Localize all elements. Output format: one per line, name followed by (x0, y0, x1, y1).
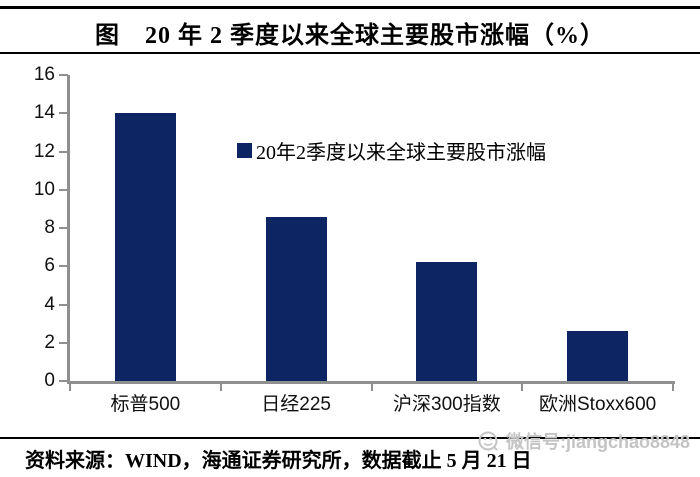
bar-3 (416, 262, 478, 381)
y-tick-label: 6 (44, 255, 55, 277)
legend-label: 20年2季度以来全球主要股市涨幅 (256, 142, 546, 164)
y-tick-mark (59, 265, 68, 268)
y-tick-label: 12 (33, 140, 55, 162)
x-tick-mark (672, 384, 674, 391)
legend-marker (237, 143, 252, 158)
y-tick-mark (59, 112, 68, 115)
y-tick-mark (59, 380, 68, 382)
x-axis (67, 381, 675, 384)
x-tick-label: 欧洲Stoxx600 (539, 394, 657, 415)
y-tick-mark (59, 341, 68, 344)
y-tick-mark (59, 227, 68, 229)
x-tick-mark (219, 384, 222, 391)
watermark: 微信号:jiangchao8848 (477, 428, 690, 454)
watermark-text: 微信号:jiangchao8848 (506, 432, 691, 452)
y-tick-label: 10 (33, 178, 55, 200)
footer-divider (0, 437, 700, 439)
x-tick-label: 沪深300指数 (393, 394, 501, 415)
bar-1 (114, 113, 176, 381)
y-tick-label: 4 (44, 293, 55, 315)
y-tick-label: 14 (33, 102, 55, 124)
top-rule (0, 6, 700, 9)
x-tick-label: 日经225 (261, 394, 331, 415)
y-tick-label: 0 (44, 370, 55, 391)
y-tick-mark (59, 74, 68, 76)
x-tick-label: 标普500 (110, 394, 181, 415)
y-tick-label: 2 (44, 331, 55, 353)
x-tick-mark (370, 384, 373, 391)
chart-title: 图 20 年 2 季度以来全球主要股市涨幅（%） (95, 23, 605, 49)
x-tick-mark (69, 384, 71, 391)
y-tick-label: 8 (44, 217, 55, 238)
y-tick-mark (59, 150, 68, 153)
legend: 20年2季度以来全球主要股市涨幅 (237, 136, 546, 165)
y-tick-label: 16 (33, 64, 55, 85)
x-tick-mark (521, 384, 524, 391)
bar-2 (265, 216, 327, 381)
bar-4 (567, 331, 629, 381)
y-tick-mark (59, 188, 68, 191)
y-tick-mark (59, 303, 68, 306)
title-divider (0, 52, 700, 54)
y-axis (67, 75, 70, 384)
wechat-icon (478, 431, 498, 451)
source-note: 资料来源：WIND，海通证券研究所，数据截止 5 月 21 日 (25, 450, 532, 472)
